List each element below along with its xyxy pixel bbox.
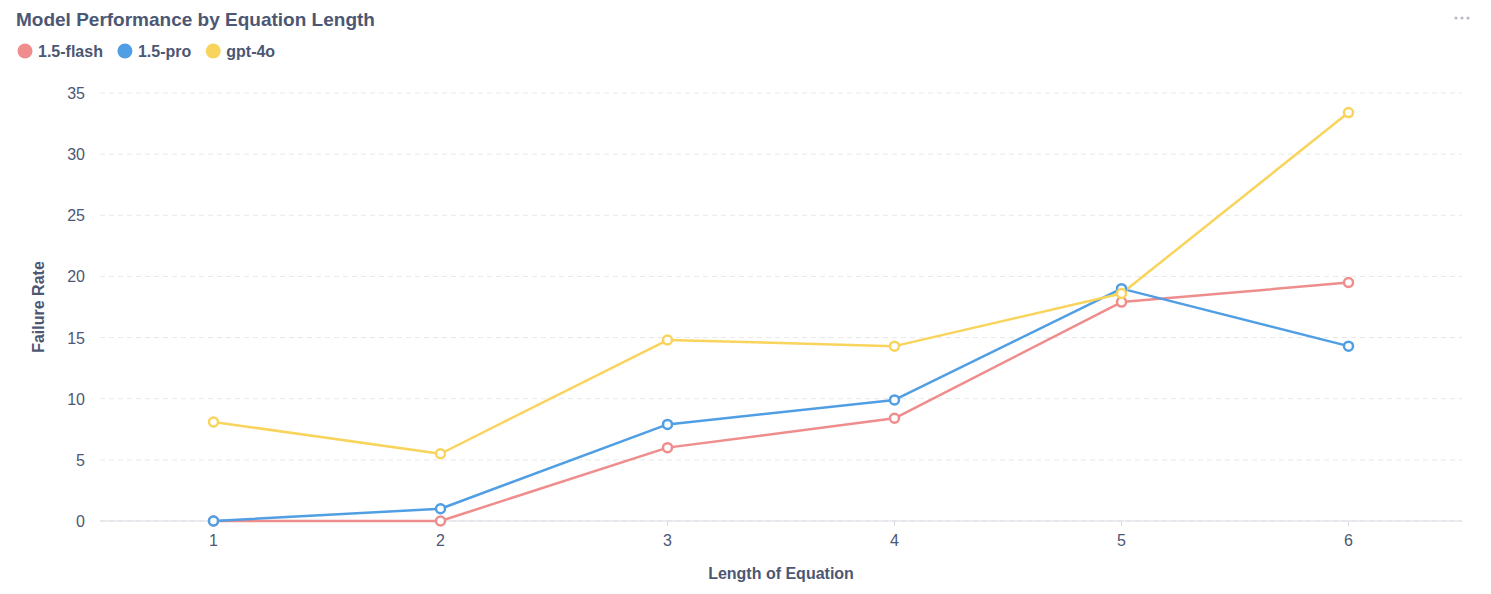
data-point bbox=[1344, 108, 1353, 117]
x-tick-label: 3 bbox=[663, 532, 672, 549]
chart: Model Performance by Equation Length 1.5-… bbox=[0, 0, 1491, 594]
y-tick-label: 20 bbox=[67, 268, 85, 285]
y-tick-label: 35 bbox=[67, 85, 85, 102]
x-tick-label: 2 bbox=[436, 532, 445, 549]
menu-dot bbox=[1466, 16, 1469, 19]
y-tick-label: 30 bbox=[67, 146, 85, 163]
series-line bbox=[214, 289, 1349, 521]
data-point bbox=[1117, 289, 1126, 298]
y-tick-label: 10 bbox=[67, 391, 85, 408]
plot-area bbox=[209, 108, 1353, 525]
y-axis-label: Failure Rate bbox=[30, 261, 47, 353]
data-point bbox=[663, 443, 672, 452]
grid-line bbox=[100, 398, 1462, 399]
x-tick-label: 1 bbox=[209, 532, 218, 549]
menu-dot bbox=[1460, 16, 1463, 19]
x-tick bbox=[894, 521, 895, 526]
data-point bbox=[1344, 342, 1353, 351]
data-point bbox=[890, 395, 899, 404]
data-point bbox=[890, 342, 899, 351]
menu-dot bbox=[1454, 16, 1457, 19]
data-point bbox=[436, 449, 445, 458]
legend-label: gpt-4o bbox=[226, 43, 275, 60]
x-tick-label: 4 bbox=[890, 532, 899, 549]
data-point bbox=[209, 417, 218, 426]
data-point bbox=[436, 517, 445, 526]
y-tick-label: 25 bbox=[67, 207, 85, 224]
x-tick-label: 6 bbox=[1344, 532, 1353, 549]
legend-label: 1.5-flash bbox=[38, 43, 103, 60]
data-point bbox=[209, 517, 218, 526]
x-axis-label: Length of Equation bbox=[708, 565, 854, 582]
grid-line bbox=[100, 93, 1462, 94]
data-point bbox=[209, 517, 218, 526]
grid-line bbox=[100, 276, 1462, 277]
x-tick bbox=[667, 521, 668, 526]
legend-swatch bbox=[18, 44, 33, 59]
grid-line bbox=[100, 337, 1462, 338]
title: Model Performance by Equation Length bbox=[16, 9, 375, 30]
data-point bbox=[890, 414, 899, 423]
x-tick bbox=[1121, 521, 1122, 526]
legend-label: 1.5-pro bbox=[138, 43, 192, 60]
grid-line bbox=[100, 215, 1462, 216]
grid-line bbox=[100, 459, 1462, 460]
y-tick-label: 0 bbox=[76, 513, 85, 530]
x-tick-label: 5 bbox=[1117, 532, 1126, 549]
data-point bbox=[436, 504, 445, 513]
y-tick-label: 5 bbox=[76, 452, 85, 469]
series-line bbox=[214, 113, 1349, 454]
legend-swatch bbox=[206, 44, 221, 59]
y-tick-label: 15 bbox=[67, 330, 85, 347]
series-line bbox=[214, 283, 1349, 521]
legend-swatch bbox=[117, 44, 132, 59]
grid-line bbox=[100, 154, 1462, 155]
data-point bbox=[663, 420, 672, 429]
data-point bbox=[1344, 278, 1353, 287]
x-tick bbox=[1348, 521, 1349, 526]
data-point bbox=[663, 336, 672, 345]
